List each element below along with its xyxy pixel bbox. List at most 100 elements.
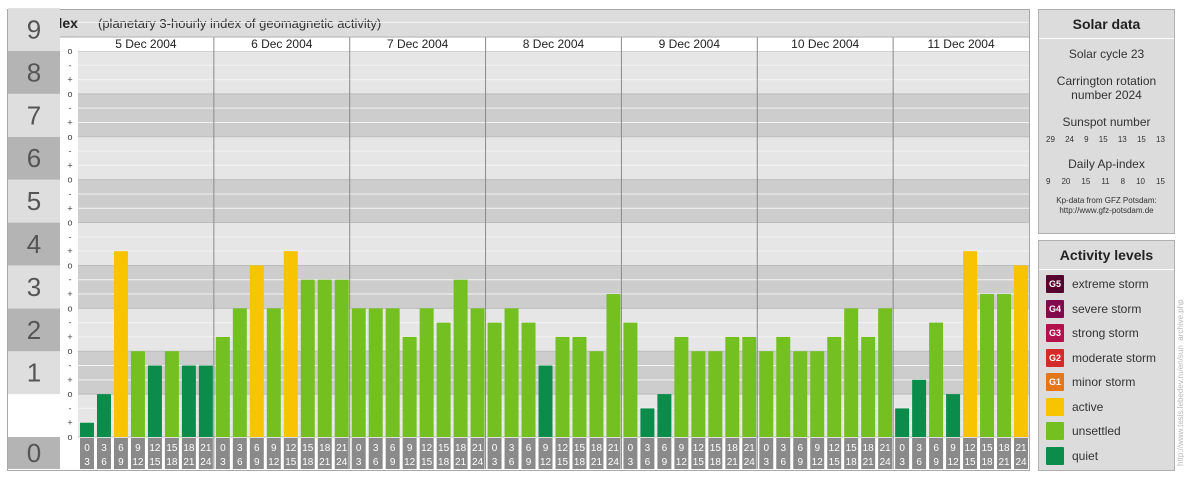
hour-start-label: 21 <box>744 443 756 454</box>
y-sub-tick: - <box>69 146 72 156</box>
hour-cell <box>266 438 281 469</box>
hour-end-label: 18 <box>302 457 314 468</box>
kp-bar <box>997 294 1012 437</box>
hour-start-label: 12 <box>965 443 977 454</box>
hour-cell <box>147 438 162 469</box>
ap-value: 8 <box>1120 177 1126 186</box>
hour-end-label: 3 <box>84 457 90 468</box>
hour-start-label: 18 <box>998 443 1010 454</box>
kp-bar <box>164 351 179 437</box>
hour-cell <box>963 438 978 469</box>
legend-item: G2 moderate storm <box>1046 348 1156 368</box>
sunspot-label: Sunspot number <box>1062 115 1151 129</box>
hour-cell <box>997 438 1012 469</box>
y-sub-tick: o <box>67 346 72 356</box>
y-axis-band <box>8 265 60 309</box>
legend-label: strong storm <box>1072 326 1139 340</box>
hour-end-label: 9 <box>390 457 396 468</box>
kp-bar <box>912 379 927 437</box>
y-sub-tick: o <box>67 46 72 56</box>
hour-cell <box>368 438 383 469</box>
date-label: 9 Dec 2004 <box>659 37 721 51</box>
kp-band <box>78 222 1029 266</box>
kp-bar <box>487 322 502 437</box>
hour-start-label: 12 <box>149 443 161 454</box>
kp-bar <box>657 394 672 437</box>
date-header <box>78 37 1029 51</box>
hour-cell <box>453 438 468 469</box>
ap-label: Daily Ap-index <box>1068 157 1145 171</box>
y-sub-tick: - <box>69 189 72 199</box>
kp-bar <box>589 351 604 437</box>
date-label: 10 Dec 2004 <box>791 37 859 51</box>
hour-end-label: 3 <box>628 457 634 468</box>
kp-bar <box>453 279 468 437</box>
hour-start-label: 0 <box>220 443 226 454</box>
hour-cell <box>232 438 247 469</box>
hour-end-label: 12 <box>268 457 280 468</box>
kp-bar <box>419 308 434 437</box>
y-sub-tick: + <box>67 289 72 299</box>
hour-start-label: 0 <box>356 443 362 454</box>
legend-label: unsettled <box>1072 424 1121 438</box>
hour-start-label: 0 <box>763 443 769 454</box>
activity-levels-panel: Activity levels G5 extreme storm G4 severe … <box>1038 240 1175 471</box>
hour-start-label: 21 <box>608 443 620 454</box>
kp-bar <box>963 251 978 437</box>
hour-start-label: 15 <box>574 443 586 454</box>
hour-end-label: 21 <box>727 457 739 468</box>
hour-start-label: 9 <box>814 443 820 454</box>
y-sub-tick: + <box>67 332 72 342</box>
hour-cell <box>249 438 264 469</box>
kp-bar <box>861 336 876 437</box>
kp-bar <box>606 294 621 437</box>
ap-value: 11 <box>1101 177 1110 186</box>
kp-bar <box>181 365 196 437</box>
y-sub-tick: - <box>69 103 72 113</box>
kp-bar <box>351 308 366 437</box>
kp-bar <box>674 336 689 437</box>
kp-bar <box>300 279 315 437</box>
hour-cell <box>555 438 570 469</box>
hour-start-label: 15 <box>981 443 993 454</box>
hour-start-label: 18 <box>863 443 875 454</box>
hour-end-label: 6 <box>237 457 243 468</box>
kp-bar <box>232 308 247 437</box>
legend-swatch <box>1046 397 1064 416</box>
hour-start-label: 18 <box>455 443 467 454</box>
y-sub-tick: o <box>67 260 72 270</box>
legend-item: active <box>1046 397 1103 417</box>
y-sub-tick: + <box>67 375 72 385</box>
hour-end-label: 9 <box>254 457 260 468</box>
hour-cell <box>827 438 842 469</box>
hour-cell <box>181 438 196 469</box>
kp-bar <box>198 365 213 437</box>
hour-start-label: 15 <box>710 443 722 454</box>
kp-bar <box>708 351 723 437</box>
hour-cell <box>742 438 757 469</box>
y-tick-label: 8 <box>27 57 41 87</box>
hour-cell <box>980 438 995 469</box>
hour-cell <box>164 438 179 469</box>
kp-bar <box>929 322 944 437</box>
hour-start-label: 3 <box>916 443 922 454</box>
kp-bar <box>470 308 485 437</box>
kp-bar <box>725 336 740 437</box>
hour-start-label: 0 <box>899 443 905 454</box>
ap-values: 9 20 15 11 8 10 15 <box>1039 177 1174 186</box>
hour-start-label: 18 <box>183 443 195 454</box>
legend-label: active <box>1072 399 1104 414</box>
hour-start-label: 12 <box>829 443 841 454</box>
hour-end-label: 18 <box>166 457 178 468</box>
y-axis-band <box>8 437 60 469</box>
hour-start-label: 6 <box>118 443 124 454</box>
hour-cell <box>640 438 655 469</box>
hour-cell <box>589 438 604 469</box>
hour-start-label: 12 <box>285 443 297 454</box>
y-sub-tick: + <box>67 117 72 127</box>
chart-titlebar: Kp-index (planetary 3-hourly index of ge… <box>8 10 1029 37</box>
hour-cell <box>776 438 791 469</box>
hour-end-label: 9 <box>662 457 668 468</box>
kp-bar <box>215 336 230 437</box>
hour-end-label: 3 <box>220 457 226 468</box>
